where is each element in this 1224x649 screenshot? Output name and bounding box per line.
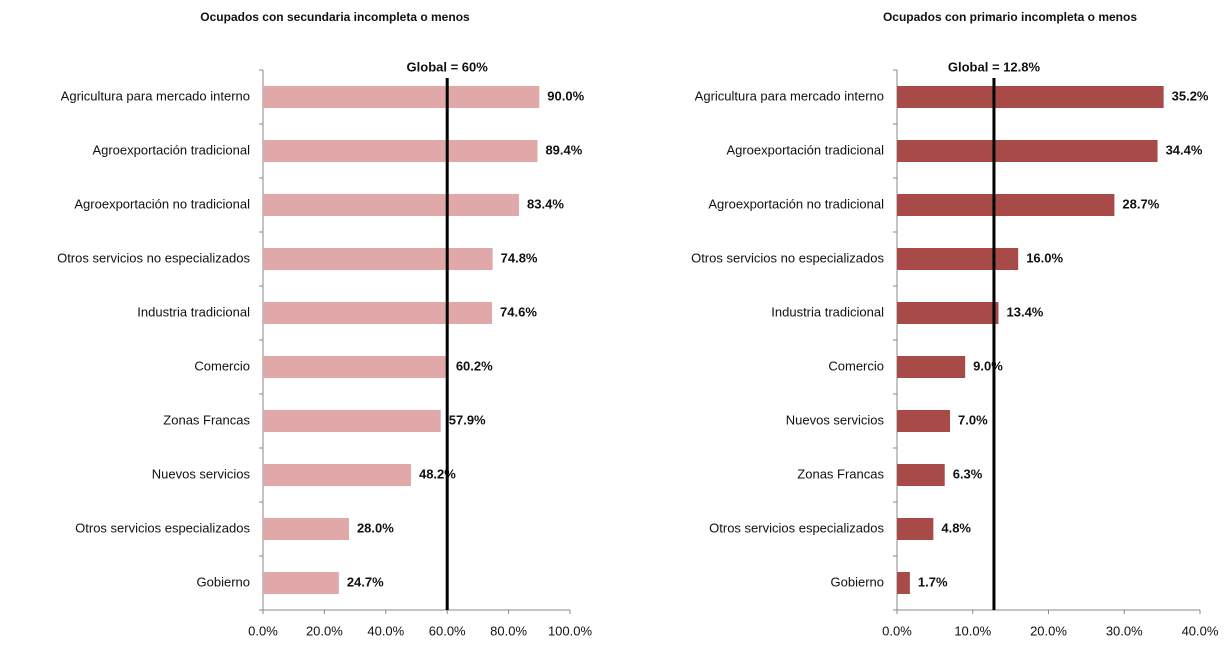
- value-label: 7.0%: [958, 412, 988, 427]
- x-tick-label: 20.0%: [306, 623, 343, 638]
- value-label: 60.2%: [456, 358, 493, 373]
- value-label: 90.0%: [547, 88, 584, 103]
- bar: [263, 302, 493, 324]
- value-label: 83.4%: [527, 196, 564, 211]
- y-tick-label: Agroexportación tradicional: [726, 142, 884, 157]
- bar: [263, 464, 411, 486]
- y-tick-label: Agroexportación tradicional: [92, 142, 250, 157]
- y-tick-label: Zonas Francas: [163, 412, 250, 427]
- x-tick-label: 30.0%: [1106, 623, 1143, 638]
- value-label: 57.9%: [449, 412, 486, 427]
- y-tick-label: Industria tradicional: [771, 304, 884, 319]
- x-tick-label: 40.0%: [367, 623, 404, 638]
- y-tick-label: Otros servicios no especializados: [57, 250, 250, 265]
- bar: [897, 572, 910, 594]
- bar: [897, 86, 1164, 108]
- y-tick-label: Zonas Francas: [797, 466, 884, 481]
- value-label: 16.0%: [1026, 250, 1063, 265]
- value-label: 28.0%: [357, 520, 394, 535]
- x-tick-label: 60.0%: [429, 623, 466, 638]
- y-tick-label: Otros servicios no especializados: [691, 250, 884, 265]
- bar: [897, 464, 945, 486]
- y-tick-label: Comercio: [194, 358, 250, 373]
- y-tick-label: Otros servicios especializados: [75, 520, 250, 535]
- bar: [897, 518, 934, 540]
- value-label: 74.6%: [500, 304, 537, 319]
- value-label: 28.7%: [1122, 196, 1159, 211]
- value-label: 34.4%: [1166, 142, 1203, 157]
- reference-label: Global = 12.8%: [948, 59, 1041, 74]
- x-tick-label: 100.0%: [548, 623, 593, 638]
- value-label: 74.8%: [501, 250, 538, 265]
- bar: [263, 248, 493, 270]
- y-tick-label: Nuevos servicios: [786, 412, 885, 427]
- x-tick-label: 20.0%: [1030, 623, 1067, 638]
- bar: [263, 86, 540, 108]
- reference-label: Global = 60%: [407, 59, 489, 74]
- bar: [897, 302, 999, 324]
- value-label: 1.7%: [918, 574, 948, 589]
- y-tick-label: Otros servicios especializados: [709, 520, 884, 535]
- value-label: 9.0%: [973, 358, 1003, 373]
- x-tick-label: 0.0%: [882, 623, 912, 638]
- y-tick-label: Comercio: [828, 358, 884, 373]
- bar: [263, 194, 520, 216]
- x-tick-label: 40.0%: [1182, 623, 1219, 638]
- bar: [263, 140, 538, 162]
- x-tick-label: 80.0%: [490, 623, 527, 638]
- y-tick-label: Gobierno: [197, 574, 250, 589]
- x-tick-label: 0.0%: [248, 623, 278, 638]
- bar: [897, 410, 951, 432]
- value-label: 24.7%: [347, 574, 384, 589]
- y-tick-label: Gobierno: [831, 574, 884, 589]
- bar: [263, 356, 448, 378]
- bar: [263, 518, 349, 540]
- chart-title: Ocupados con secundaria incompleta o men…: [200, 10, 470, 24]
- y-tick-label: Industria tradicional: [137, 304, 250, 319]
- bar: [897, 140, 1158, 162]
- value-label: 13.4%: [1007, 304, 1044, 319]
- value-label: 4.8%: [941, 520, 971, 535]
- bar: [263, 572, 339, 594]
- value-label: 89.4%: [545, 142, 582, 157]
- y-tick-label: Agroexportación no tradicional: [708, 196, 884, 211]
- value-label: 6.3%: [953, 466, 983, 481]
- bar: [263, 410, 441, 432]
- bar: [897, 194, 1115, 216]
- bar: [897, 356, 966, 378]
- y-tick-label: Nuevos servicios: [152, 466, 251, 481]
- y-tick-label: Agricultura para mercado interno: [61, 88, 250, 103]
- value-label: 48.2%: [419, 466, 456, 481]
- value-label: 35.2%: [1172, 88, 1209, 103]
- y-tick-label: Agricultura para mercado interno: [695, 88, 884, 103]
- bar: [897, 248, 1019, 270]
- y-tick-label: Agroexportación no tradicional: [74, 196, 250, 211]
- x-tick-label: 10.0%: [954, 623, 991, 638]
- chart-title: Ocupados con primario incompleta o menos: [883, 10, 1137, 24]
